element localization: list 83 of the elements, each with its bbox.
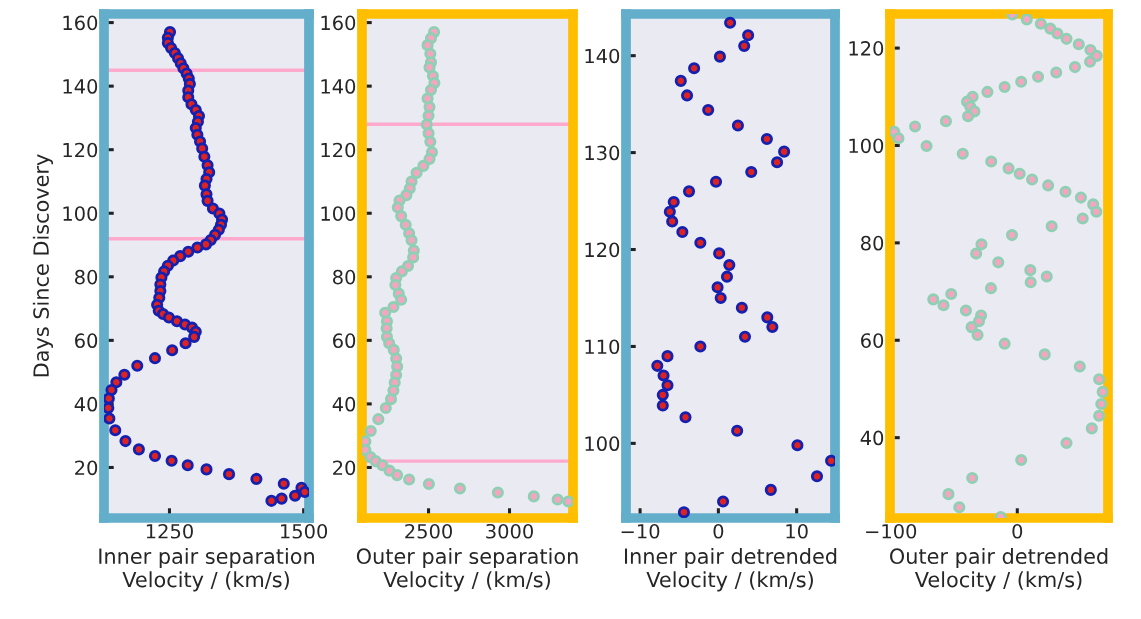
point (713, 247, 726, 260)
x-axis-title: Outer pair separation Velocity / (km/s) (356, 547, 578, 592)
point (657, 369, 670, 382)
point (682, 185, 696, 198)
x-tick-label: −10 (621, 523, 660, 539)
point (714, 291, 727, 305)
point (663, 205, 676, 218)
point (810, 470, 824, 483)
y-tick-label: 80 (861, 235, 884, 251)
y-axis-title: Days Since Discovery (32, 154, 53, 377)
y-tick-label: 40 (332, 396, 356, 412)
x-tick-label: 2500 (405, 523, 453, 539)
y-tick-label: 60 (861, 333, 884, 348)
point (723, 258, 736, 272)
point (760, 132, 773, 146)
y-tick-label: 60 (333, 333, 356, 349)
x-axis-title: Inner pair separation Velocity / (km/s) (99, 547, 314, 592)
point (738, 39, 751, 53)
y-tick-label: 140 (63, 79, 98, 94)
y-tick-label: 120 (63, 142, 98, 158)
y-tick-label: 140 (585, 48, 620, 64)
point (764, 483, 777, 496)
point (656, 388, 669, 401)
point (661, 350, 674, 363)
point (679, 411, 692, 424)
point (742, 29, 755, 42)
point (661, 379, 674, 392)
y-tick-label: 120 (849, 41, 884, 56)
y-tick-label: 80 (75, 269, 98, 285)
y-tick-label: 20 (333, 460, 356, 476)
point (724, 16, 737, 29)
x-axis-title: Outer pair detrended Velocity / (km/s) (890, 547, 1108, 592)
point (709, 175, 723, 188)
y-tick-label: 120 (585, 242, 620, 258)
y-tick-label: 100 (849, 138, 884, 154)
x-tick-label: 0 (1012, 523, 1023, 539)
point (720, 270, 734, 283)
point (702, 103, 715, 116)
point (676, 226, 689, 239)
point (688, 62, 701, 75)
y-tick-label: 20 (75, 460, 98, 476)
y-tick-label: 120 (321, 142, 356, 158)
x-tick-label: 0 (713, 523, 724, 539)
point (771, 156, 784, 169)
y-tick-label: 60 (75, 333, 98, 349)
point (667, 195, 680, 209)
point (717, 495, 730, 508)
point (791, 439, 804, 452)
point (694, 340, 707, 353)
x-tick-label: −100 (866, 523, 917, 539)
point (674, 74, 687, 87)
point (766, 321, 779, 334)
point (713, 50, 726, 63)
y-tick-label: 100 (63, 206, 98, 221)
y-tick-label: 110 (585, 339, 620, 355)
y-tick-label: 140 (321, 79, 356, 94)
point (681, 89, 694, 102)
point (761, 311, 774, 324)
x-tick-label: 1250 (146, 523, 193, 539)
x-tick-label: 1500 (281, 523, 328, 539)
point (735, 301, 748, 314)
y-tick-label: 130 (585, 145, 620, 161)
x-tick-label: 3000 (486, 523, 533, 539)
point (677, 506, 690, 518)
point (666, 215, 679, 228)
y-tick-label: 100 (321, 206, 356, 221)
y-tick-label: 40 (74, 396, 98, 412)
point (731, 119, 744, 132)
point (731, 424, 744, 437)
point (711, 281, 724, 294)
point (651, 359, 664, 372)
point (656, 399, 669, 412)
x-axis-title: Inner pair detrended Velocity / (km/s) (624, 547, 837, 592)
y-tick-label: 160 (321, 15, 356, 31)
y-tick-label: 40 (860, 430, 884, 446)
point (778, 145, 791, 158)
y-tick-label: 100 (585, 436, 620, 452)
y-tick-label: 160 (63, 15, 98, 31)
point (745, 165, 758, 179)
point (738, 330, 752, 343)
y-tick-label: 80 (333, 269, 356, 285)
x-tick-label: 10 (786, 523, 808, 539)
point (694, 236, 707, 249)
